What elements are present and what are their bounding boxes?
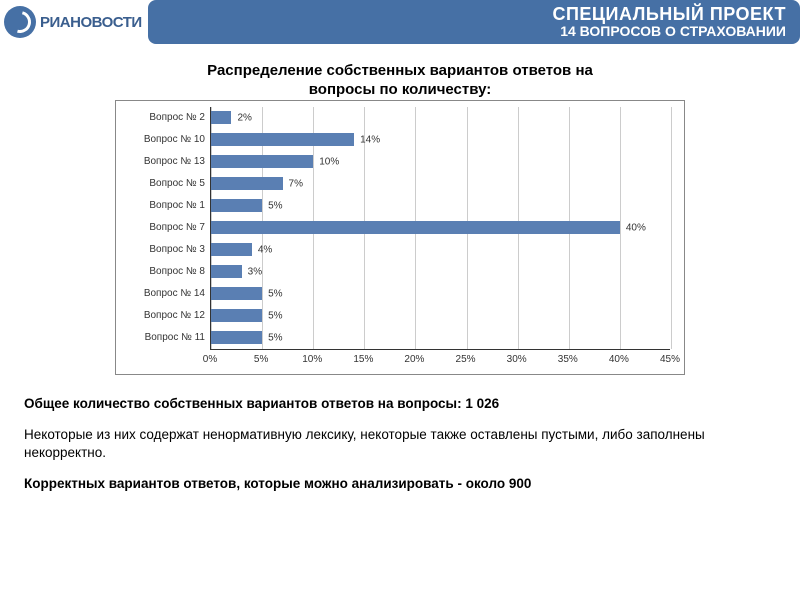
bar-value-label: 4% <box>258 244 272 255</box>
bar-value-label: 5% <box>268 310 282 321</box>
bar-category-label: Вопрос № 7 <box>149 222 205 233</box>
x-tick-label: 35% <box>558 354 578 365</box>
bar-value-label: 2% <box>237 112 251 123</box>
bar-rect: 14% <box>211 133 354 146</box>
bar-rect: 2% <box>211 111 231 124</box>
x-tick-label: 45% <box>660 354 680 365</box>
bar-value-label: 5% <box>268 200 282 211</box>
summary-note: Некоторые из них содержат ненормативную … <box>24 426 776 461</box>
chart-plot: Вопрос № 22%Вопрос № 1014%Вопрос № 1310%… <box>210 107 670 350</box>
x-tick-label: 40% <box>609 354 629 365</box>
bar-category-label: Вопрос № 11 <box>145 332 205 343</box>
bar-row: Вопрос № 115% <box>211 327 670 349</box>
logo-block: РИАНОВОСТИ <box>0 0 148 44</box>
bar-category-label: Вопрос № 3 <box>149 244 205 255</box>
bar-rect: 10% <box>211 155 313 168</box>
bar-value-label: 14% <box>360 134 380 145</box>
bar-row: Вопрос № 57% <box>211 173 670 195</box>
chart-title-line2: вопросы по количеству: <box>309 81 491 98</box>
bar-value-label: 7% <box>289 178 303 189</box>
bar-row: Вопрос № 145% <box>211 283 670 305</box>
summary-correct: Корректных вариантов ответов, которые мо… <box>24 476 531 491</box>
bar-category-label: Вопрос № 14 <box>144 288 205 299</box>
bar-category-label: Вопрос № 8 <box>149 266 205 277</box>
body-paragraphs: Общее количество собственных вариантов о… <box>24 395 776 493</box>
bar-value-label: 3% <box>248 266 262 277</box>
bar-row: Вопрос № 1310% <box>211 151 670 173</box>
bar-category-label: Вопрос № 10 <box>144 134 205 145</box>
chart-bars: Вопрос № 22%Вопрос № 1014%Вопрос № 1310%… <box>211 107 670 349</box>
x-tick-label: 20% <box>404 354 424 365</box>
summary-total: Общее количество собственных вариантов о… <box>24 396 499 411</box>
bar-rect: 4% <box>211 243 252 256</box>
x-tick-label: 10% <box>302 354 322 365</box>
bar-row: Вопрос № 125% <box>211 305 670 327</box>
bar-category-label: Вопрос № 12 <box>144 310 205 321</box>
chart-container: Вопрос № 22%Вопрос № 1014%Вопрос № 1310%… <box>115 100 685 375</box>
header-bar: РИАНОВОСТИ СПЕЦИАЛЬНЫЙ ПРОЕКТ 14 ВОПРОСО… <box>0 0 800 44</box>
bar-value-label: 5% <box>268 288 282 299</box>
x-tick-label: 5% <box>254 354 268 365</box>
bar-rect: 7% <box>211 177 283 190</box>
bar-value-label: 5% <box>268 332 282 343</box>
bar-row: Вопрос № 740% <box>211 217 670 239</box>
ria-logo-icon <box>4 6 36 38</box>
bar-rect: 5% <box>211 287 262 300</box>
bar-row: Вопрос № 83% <box>211 261 670 283</box>
x-tick-label: 15% <box>353 354 373 365</box>
bar-category-label: Вопрос № 5 <box>149 178 205 189</box>
bar-category-label: Вопрос № 2 <box>149 112 205 123</box>
bar-rect: 5% <box>211 331 262 344</box>
bar-category-label: Вопрос № 1 <box>149 200 205 211</box>
bar-rect: 40% <box>211 221 620 234</box>
bar-row: Вопрос № 22% <box>211 107 670 129</box>
bar-rect: 5% <box>211 309 262 322</box>
bar-value-label: 10% <box>319 156 339 167</box>
x-tick-label: 0% <box>203 354 217 365</box>
chart-x-axis: 0%5%10%15%20%25%30%35%40%45% <box>210 354 670 370</box>
bar-row: Вопрос № 15% <box>211 195 670 217</box>
bar-row: Вопрос № 34% <box>211 239 670 261</box>
title-bar: СПЕЦИАЛЬНЫЙ ПРОЕКТ 14 ВОПРОСОВ О СТРАХОВ… <box>148 0 800 44</box>
chart-title-line1: Распределение собственных вариантов отве… <box>207 62 593 79</box>
chart-title: Распределение собственных вариантов отве… <box>60 62 740 100</box>
bar-value-label: 40% <box>626 222 646 233</box>
bar-row: Вопрос № 1014% <box>211 129 670 151</box>
x-tick-label: 25% <box>456 354 476 365</box>
x-tick-label: 30% <box>507 354 527 365</box>
logo-text: РИАНОВОСТИ <box>40 14 142 31</box>
bar-category-label: Вопрос № 13 <box>144 156 205 167</box>
title-sub: 14 ВОПРОСОВ О СТРАХОВАНИИ <box>560 24 786 39</box>
bar-rect: 5% <box>211 199 262 212</box>
title-main: СПЕЦИАЛЬНЫЙ ПРОЕКТ <box>552 5 786 24</box>
bar-rect: 3% <box>211 265 242 278</box>
